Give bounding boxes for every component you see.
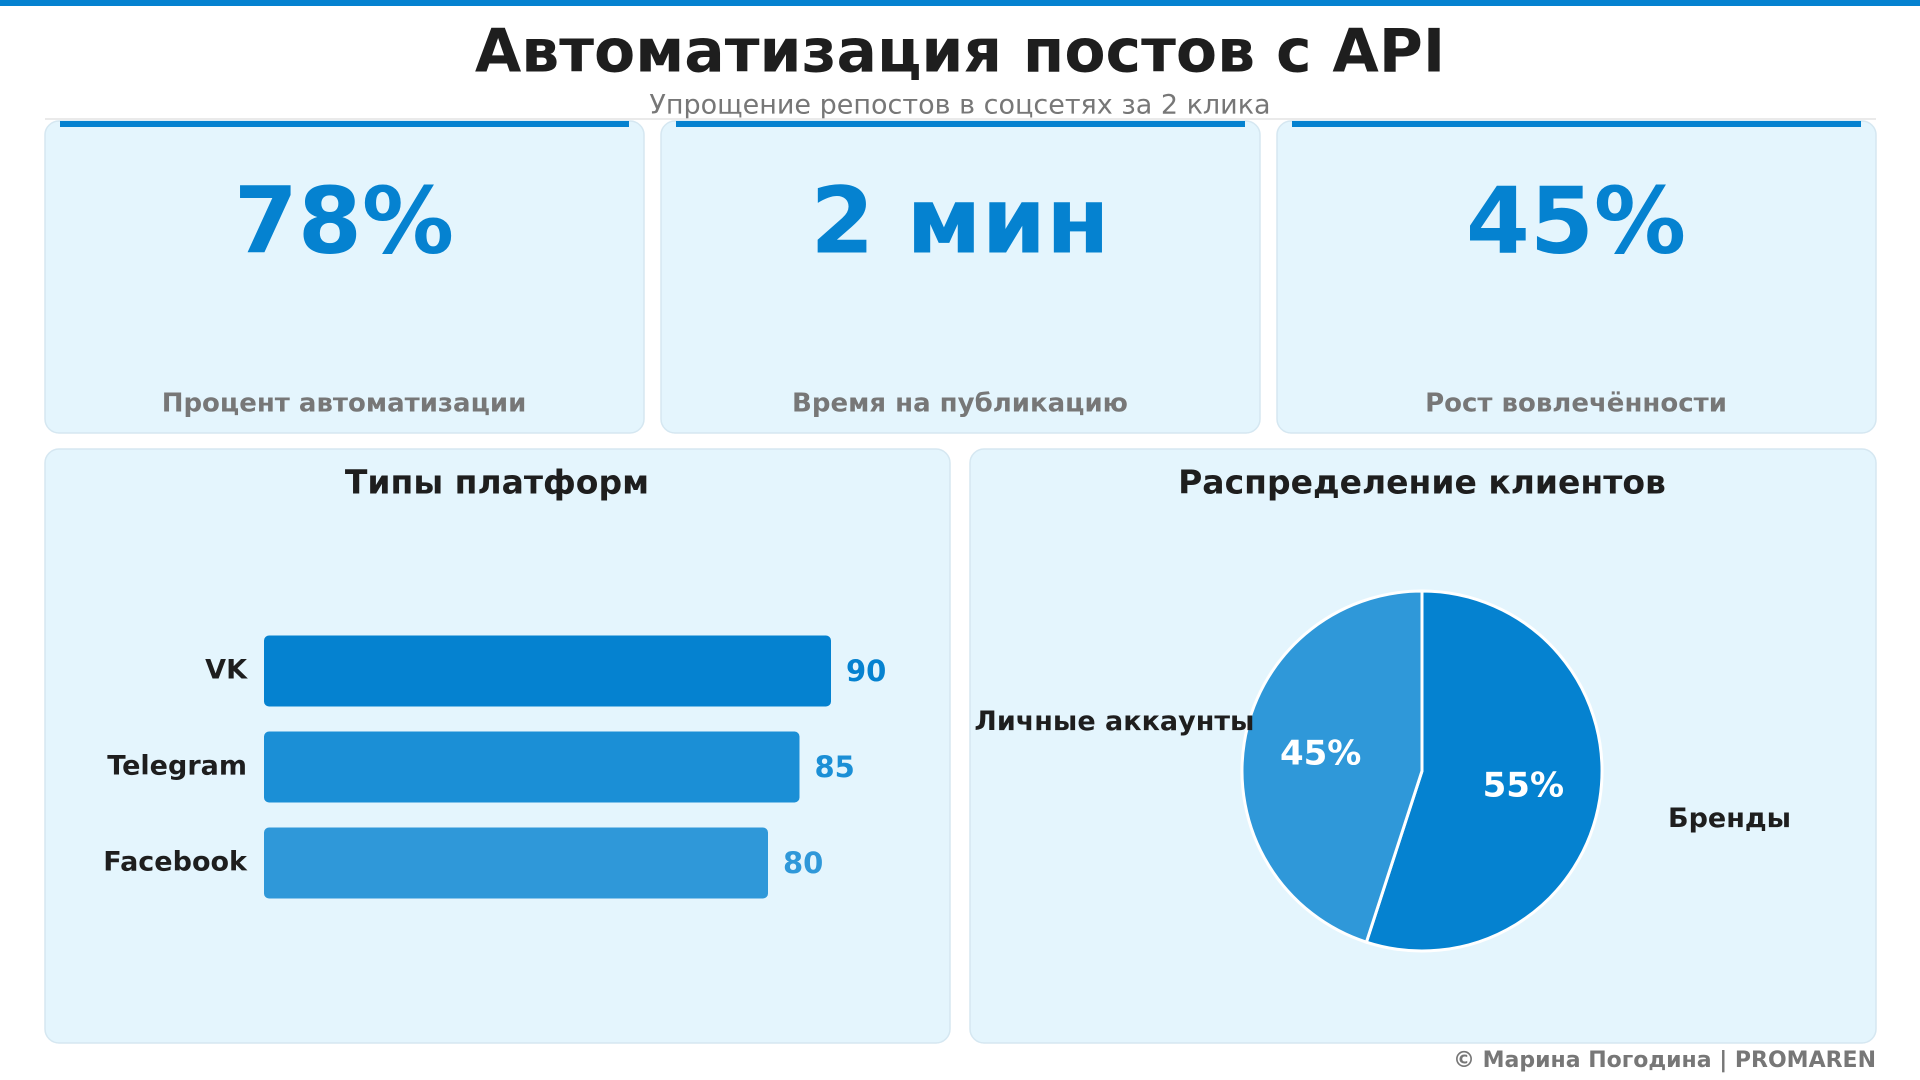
kpi-label: Рост вовлечённости <box>1425 389 1727 419</box>
kpi-card: 78% Процент автоматизации <box>44 120 645 434</box>
value-label: 80 <box>783 846 823 880</box>
card-accent <box>60 121 629 127</box>
bar <box>264 635 831 707</box>
category-label: Telegram <box>107 751 247 782</box>
slice-value-label: 45% <box>1280 733 1361 773</box>
chart-title: Распределение клиентов <box>1178 463 1666 502</box>
footer: © Марина Погодина | PROMAREN <box>1453 1048 1876 1073</box>
kpi-value: 78% <box>234 167 454 274</box>
bar <box>264 731 800 803</box>
kpi-card: 2 мин Время на публикацию <box>660 120 1261 434</box>
title: Автоматизация постов с API <box>475 17 1445 87</box>
top-bar <box>0 0 1920 6</box>
kpi-value: 45% <box>1466 167 1686 274</box>
kpi-label: Время на публикацию <box>792 389 1128 419</box>
chart-title: Типы платформ <box>345 463 649 502</box>
category-label: Facebook <box>103 847 248 878</box>
slice-label: Личные аккаунты <box>974 706 1254 737</box>
card-accent <box>676 121 1245 127</box>
kpi-label: Процент автоматизации <box>162 389 527 419</box>
card-accent <box>1292 121 1861 127</box>
slice-label: Бренды <box>1668 803 1791 834</box>
pie-slice <box>1240 589 1424 945</box>
slice-value-label: 55% <box>1483 766 1564 806</box>
value-label: 85 <box>815 750 855 784</box>
category-label: VK <box>205 655 248 686</box>
kpi-card: 45% Рост вовлечённости <box>1276 120 1877 434</box>
value-label: 90 <box>846 654 886 688</box>
bar <box>264 827 768 899</box>
subtitle: Упрощение репостов в соцсетях за 2 клика <box>649 90 1270 121</box>
kpi-value: 2 мин <box>810 167 1109 274</box>
pie-slice <box>1364 589 1604 953</box>
